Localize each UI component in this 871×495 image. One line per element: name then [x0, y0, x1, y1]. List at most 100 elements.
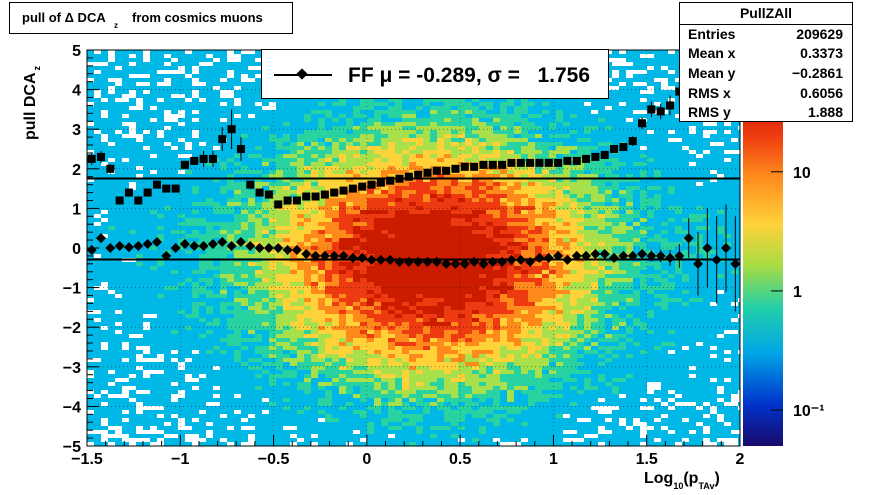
heat-cell: [332, 150, 339, 154]
heat-cell: [136, 254, 143, 258]
heat-cell: [598, 250, 605, 254]
heat-cell: [374, 198, 381, 202]
heat-cell: [115, 234, 122, 238]
heat-cell: [591, 190, 598, 194]
heat-cell: [514, 146, 521, 150]
heat-cell: [612, 214, 619, 218]
heat-cell: [661, 150, 668, 154]
heat-cell: [633, 242, 640, 246]
heat-cell: [696, 146, 703, 150]
heat-cell: [423, 190, 430, 194]
heat-cell: [521, 218, 528, 222]
heat-cell: [87, 186, 94, 190]
heat-cell: [563, 130, 570, 134]
heat-cell: [528, 274, 535, 278]
heat-cell: [339, 178, 346, 182]
heat-cell: [605, 142, 612, 146]
heat-cell: [339, 274, 346, 278]
heat-cell: [283, 146, 290, 150]
heat-cell: [304, 102, 311, 106]
heat-cell: [409, 182, 416, 186]
heat-cell: [717, 246, 724, 250]
heat-cell: [598, 210, 605, 214]
heat-cell: [675, 238, 682, 242]
heat-cell: [269, 182, 276, 186]
heat-cell: [143, 154, 150, 158]
heat-cell: [234, 218, 241, 222]
heat-cell: [640, 78, 647, 82]
heat-cell: [717, 138, 724, 142]
heat-cell: [122, 202, 129, 206]
heat-cell: [129, 98, 136, 102]
heat-cell: [262, 102, 269, 106]
heat-cell: [150, 70, 157, 74]
heat-cell: [101, 206, 108, 210]
heat-cell: [395, 130, 402, 134]
heat-cell: [115, 262, 122, 266]
heat-cell: [143, 266, 150, 270]
heat-cell: [143, 182, 150, 186]
heat-cell: [234, 50, 241, 54]
heat-cell: [556, 222, 563, 226]
heat-cell: [626, 166, 633, 170]
heat-cell: [472, 170, 479, 174]
heat-cell: [388, 102, 395, 106]
heat-cell: [353, 138, 360, 142]
heat-cell: [143, 246, 150, 250]
heat-cell: [122, 178, 129, 182]
heat-cell: [514, 242, 521, 246]
heat-cell: [248, 238, 255, 242]
heat-cell: [472, 138, 479, 142]
heat-cell: [304, 186, 311, 190]
heat-cell: [654, 250, 661, 254]
heat-cell: [157, 74, 164, 78]
heat-cell: [549, 262, 556, 266]
heat-cell: [451, 214, 458, 218]
heat-cell: [493, 174, 500, 178]
heat-cell: [290, 150, 297, 154]
heat-cell: [304, 182, 311, 186]
heat-cell: [220, 226, 227, 230]
heat-cell: [479, 266, 486, 270]
heat-cell: [626, 206, 633, 210]
heat-cell: [395, 126, 402, 130]
heat-cell: [528, 170, 535, 174]
heat-cell: [94, 106, 101, 110]
heat-cell: [255, 134, 262, 138]
heat-cell: [136, 122, 143, 126]
heat-cell: [626, 242, 633, 246]
heat-cell: [115, 90, 122, 94]
heat-cell: [346, 218, 353, 222]
heat-cell: [87, 126, 94, 130]
heat-cell: [577, 178, 584, 182]
heat-cell: [535, 174, 542, 178]
heat-cell: [437, 202, 444, 206]
heat-cell: [507, 134, 514, 138]
heat-cell: [87, 194, 94, 198]
heat-cell: [507, 222, 514, 226]
heat-cell: [269, 126, 276, 130]
heat-cell: [164, 154, 171, 158]
heat-cell: [528, 190, 535, 194]
heat-cell: [542, 226, 549, 230]
heat-cell: [318, 246, 325, 250]
heat-cell: [584, 98, 591, 102]
heat-cell: [87, 82, 94, 86]
heat-cell: [724, 230, 731, 234]
heat-cell: [248, 178, 255, 182]
heat-cell: [290, 142, 297, 146]
heat-cell: [465, 254, 472, 258]
heat-cell: [255, 158, 262, 162]
heat-cell: [248, 70, 255, 74]
heat-cell: [283, 110, 290, 114]
heat-cell: [339, 162, 346, 166]
heat-cell: [563, 242, 570, 246]
heat-cell: [199, 194, 206, 198]
heat-cell: [227, 222, 234, 226]
heat-cell: [206, 102, 213, 106]
heat-cell: [409, 158, 416, 162]
heat-cell: [542, 266, 549, 270]
heat-cell: [612, 266, 619, 270]
heat-cell: [262, 130, 269, 134]
heat-cell: [402, 98, 409, 102]
